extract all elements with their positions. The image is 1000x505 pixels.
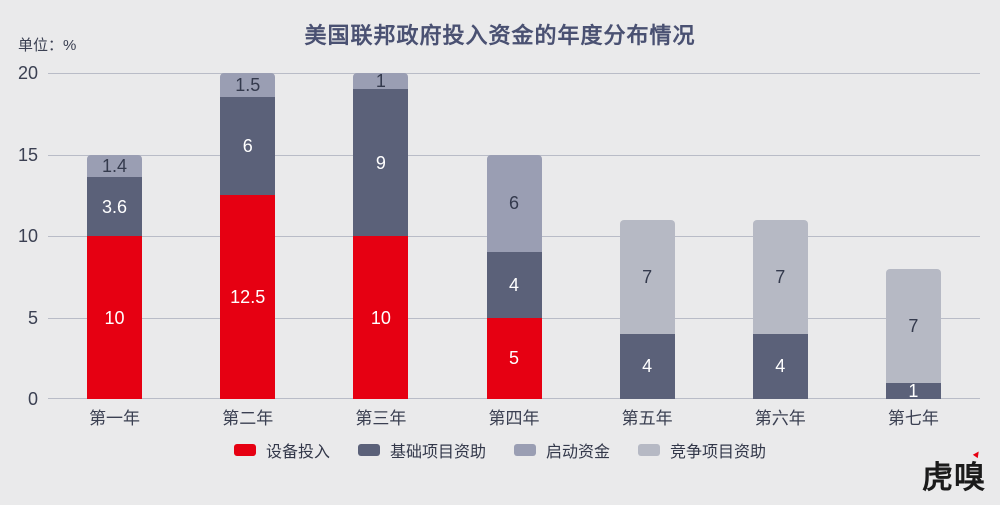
segment-value-label: 4 bbox=[775, 356, 786, 377]
bar-segment-series-2: 1 bbox=[885, 380, 941, 401]
segment-value-label: 3.6 bbox=[102, 196, 128, 217]
legend-item-3: 启动资金 bbox=[514, 438, 610, 462]
bar-segment-series-3: 6 bbox=[486, 154, 542, 253]
bar-segment-series-2: 6 bbox=[220, 97, 276, 196]
bar-segment-series-1: 5 bbox=[486, 317, 542, 399]
legend-swatch-icon bbox=[638, 444, 661, 456]
segment-value-label: 5 bbox=[508, 348, 519, 369]
legend-label: 基础项目资助 bbox=[389, 444, 486, 461]
segment-value-label: 1 bbox=[908, 380, 919, 401]
segment-value-label: 4 bbox=[642, 356, 653, 377]
legend-swatch-icon bbox=[514, 444, 536, 456]
x-axis-label: 第七年 bbox=[887, 409, 939, 428]
bar-year-2: 12.5 6 1.5 bbox=[220, 73, 276, 399]
segment-value-label: 1.5 bbox=[235, 75, 261, 96]
segment-value-label: 9 bbox=[375, 152, 386, 173]
plot-area: 10 3.6 1.4 12.5 6 1.5 10 9 1 5 4 6 4 7 4 7 1 7 bbox=[48, 71, 980, 401]
bar-segment-series-3: 1 bbox=[353, 71, 409, 92]
x-axis-label: 第二年 bbox=[222, 409, 274, 428]
segment-value-label: 6 bbox=[508, 193, 519, 214]
bar-segment-series-1: 12.5 bbox=[220, 195, 276, 399]
segment-value-label: 12.5 bbox=[230, 287, 266, 308]
bar-segment-series-4: 7 bbox=[885, 268, 941, 383]
segment-value-label: 7 bbox=[775, 266, 786, 287]
chart-title: 美国联邦政府投入资金的年度分布情况 bbox=[304, 23, 696, 48]
bar-segment-series-2: 4 bbox=[486, 252, 542, 318]
legend-swatch-icon bbox=[233, 444, 256, 456]
y-axis-tick-label: 20 bbox=[17, 63, 38, 83]
segment-value-label: 4 bbox=[508, 274, 519, 295]
chart-legend: 设备投入 基础项目资助 启动资金 竞争项目资助 bbox=[0, 438, 1000, 462]
gridline-y-20 bbox=[48, 73, 980, 74]
bar-year-4: 5 4 6 bbox=[486, 154, 542, 399]
segment-value-label: 10 bbox=[370, 307, 391, 328]
bar-year-3: 10 9 1 bbox=[353, 71, 409, 399]
x-axis-label: 第一年 bbox=[89, 409, 141, 428]
x-axis-label: 第四年 bbox=[488, 409, 540, 428]
segment-value-label: 6 bbox=[242, 136, 253, 157]
segment-value-label: 7 bbox=[908, 315, 919, 336]
legend-label: 竞争项目资助 bbox=[670, 444, 767, 461]
y-axis-tick-label: 15 bbox=[17, 144, 38, 165]
legend-item-2: 基础项目资助 bbox=[357, 438, 486, 462]
legend-label: 设备投入 bbox=[265, 444, 330, 461]
bar-segment-series-2: 9 bbox=[353, 89, 409, 236]
segment-value-label: 7 bbox=[642, 266, 653, 287]
legend-item-1: 设备投入 bbox=[233, 438, 330, 462]
x-axis-label: 第五年 bbox=[621, 409, 673, 428]
bar-segment-series-4: 7 bbox=[619, 219, 675, 334]
segment-value-label: 1.4 bbox=[102, 155, 128, 176]
y-axis-tick-label: 0 bbox=[27, 389, 38, 409]
legend-swatch-icon bbox=[357, 444, 380, 456]
huxiu-logo: 虎嗅 bbox=[922, 449, 986, 497]
huxiu-logo-text: 虎嗅 bbox=[922, 460, 986, 496]
x-axis-label: 第三年 bbox=[355, 409, 407, 428]
segment-value-label: 1 bbox=[375, 71, 386, 92]
bar-year-1: 10 3.6 1.4 bbox=[87, 154, 143, 399]
legend-item-4: 竞争项目资助 bbox=[638, 438, 766, 462]
y-axis-tick-label: 10 bbox=[17, 226, 38, 246]
bar-segment-series-2: 4 bbox=[619, 333, 675, 399]
bar-segment-series-3: 1.5 bbox=[220, 73, 276, 98]
y-axis-tick-label: 5 bbox=[27, 307, 38, 328]
legend-label: 启动资金 bbox=[546, 444, 611, 461]
bar-segment-series-4: 7 bbox=[752, 219, 808, 334]
red-flag-icon bbox=[972, 449, 982, 459]
bar-segment-series-1: 10 bbox=[353, 236, 409, 399]
bar-segment-series-1: 10 bbox=[87, 236, 143, 399]
bar-segment-series-2: 4 bbox=[752, 333, 808, 399]
segment-value-label: 10 bbox=[104, 307, 125, 328]
bar-segment-series-3: 1.4 bbox=[87, 154, 143, 178]
bar-segment-series-2: 3.6 bbox=[87, 177, 143, 236]
x-axis-label: 第六年 bbox=[754, 409, 806, 428]
y-axis-unit-label: 单位：% bbox=[18, 37, 77, 54]
